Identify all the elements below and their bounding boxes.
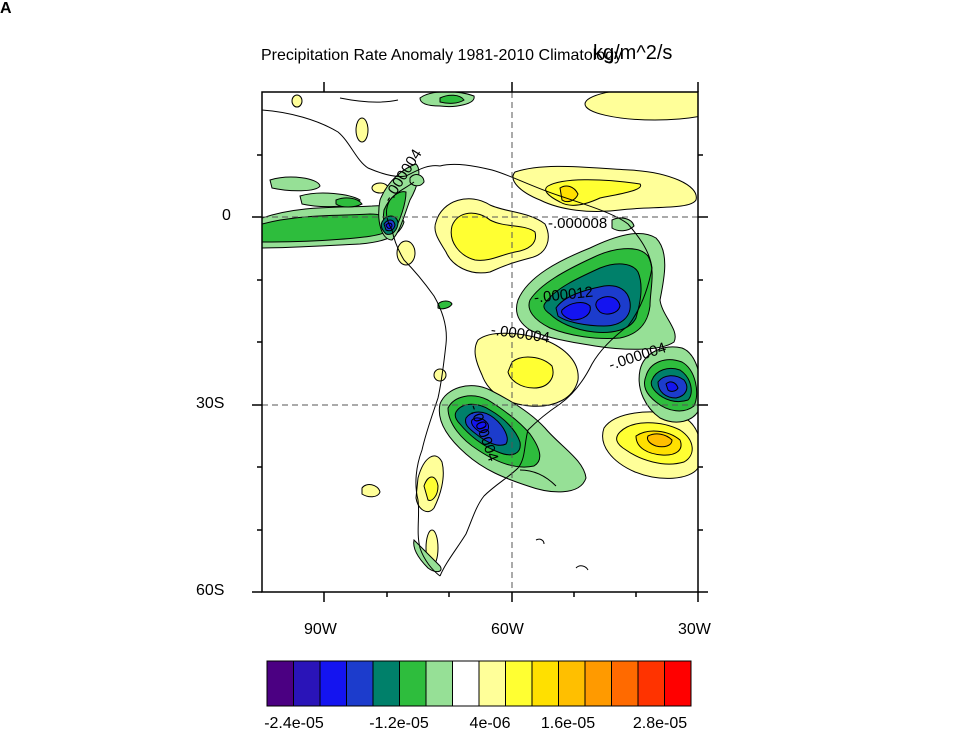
colorbar-swatch	[425, 660, 453, 707]
colorbar-swatch	[478, 660, 506, 707]
colorbar-swatch	[558, 660, 586, 707]
colorbar-swatch	[372, 660, 400, 707]
contour-label: -.000008	[548, 215, 607, 232]
contour-fills	[262, 92, 698, 573]
colorbar-label: -1.2e-05	[369, 715, 429, 732]
colorbar-swatch	[319, 660, 347, 707]
colorbar-swatch	[293, 660, 321, 707]
axis-ticks	[252, 82, 708, 602]
negative-anomaly-pacific-band	[262, 176, 405, 249]
colorbar-swatch	[531, 660, 559, 707]
colorbar-swatch	[452, 660, 480, 707]
colorbar-label: 1.6e-05	[540, 715, 596, 732]
lat-label-30s: 30S	[196, 395, 225, 412]
units-label: kg/m^2/s	[593, 42, 673, 64]
lat-label-0: 0	[222, 207, 231, 224]
colorbar-swatch	[611, 660, 639, 707]
negative-anomaly-caribbean	[409, 92, 475, 187]
colorbar-swatch	[637, 660, 665, 707]
colorbar-swatch	[505, 660, 533, 707]
colorbar-swatch	[664, 660, 692, 707]
map-title: Precipitation Rate Anomaly 1981-2010 Cli…	[261, 47, 623, 64]
negative-anomaly-east-brazil	[516, 232, 676, 350]
colorbar-swatch	[584, 660, 612, 707]
grid-lines	[262, 92, 698, 592]
negative-anomaly-argentina	[438, 385, 587, 493]
contour-label: -.000012	[533, 284, 594, 307]
negative-anomaly-small-cells	[413, 217, 635, 573]
colorbar-swatch	[346, 660, 374, 707]
positive-anomaly-patagonia	[361, 455, 444, 513]
positive-anomaly-central	[474, 332, 579, 407]
positive-anomaly-south-atlantic	[602, 411, 698, 479]
positive-anomaly-top-right	[584, 92, 698, 121]
colorbar-label: -2.4e-05	[264, 715, 324, 732]
coastlines	[262, 97, 653, 577]
colorbar-label: 4e-06	[469, 715, 511, 732]
colorbar-label: 2.8e-05	[632, 715, 688, 732]
lon-label-90w: 90W	[304, 621, 337, 638]
lon-label-30w: 30W	[678, 621, 711, 638]
panel-letter: A	[0, 0, 12, 17]
lat-label-60s: 60S	[196, 582, 225, 599]
colorbar-swatch	[266, 660, 294, 707]
lon-label-60w: 60W	[491, 621, 524, 638]
colorbar-swatch	[399, 660, 427, 707]
negative-anomaly-southeast-brazil	[638, 346, 698, 423]
colorbar	[266, 660, 692, 707]
positive-anomaly-amazon	[434, 198, 549, 274]
